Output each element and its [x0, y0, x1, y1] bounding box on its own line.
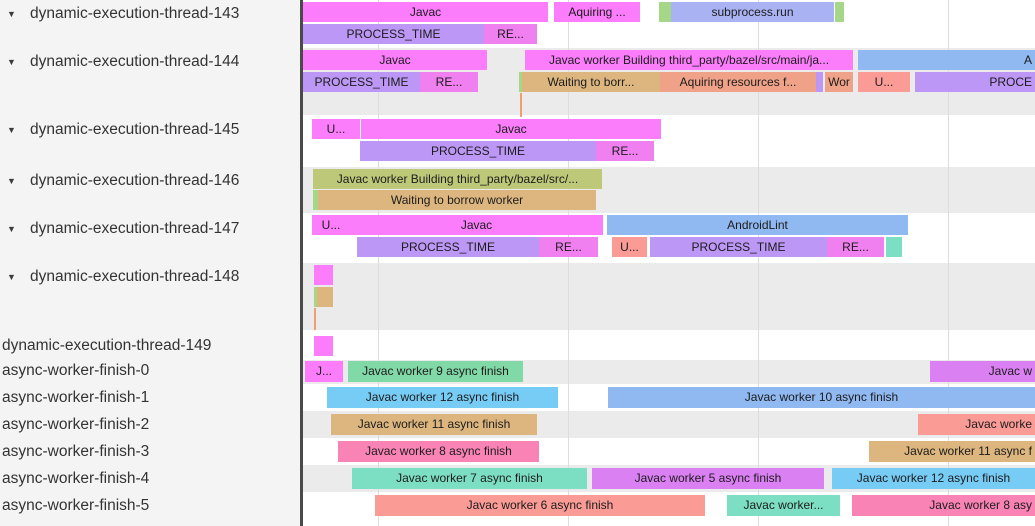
trace-slice[interactable]: PROCE — [915, 72, 1035, 92]
sidebar-track-row[interactable]: ▼ dynamic-execution-thread-144 — [0, 51, 300, 73]
trace-slice[interactable]: Aquiring ... — [554, 2, 640, 22]
trace-slice[interactable]: Javac worke — [918, 414, 1035, 435]
expand-collapse-triangle-icon[interactable]: ▼ — [7, 272, 16, 282]
trace-slice[interactable]: Javac worker 6 async finish — [375, 495, 705, 516]
expand-collapse-triangle-icon[interactable]: ▼ — [7, 57, 16, 67]
track-name-label: dynamic-execution-thread-144 — [30, 53, 240, 70]
trace-slice[interactable]: Javac — [303, 2, 548, 22]
trace-slice[interactable]: RE... — [827, 237, 884, 257]
trace-slice[interactable]: PROCESS_TIME — [303, 24, 484, 44]
sidebar-track-row[interactable]: ▼ dynamic-execution-thread-147 — [0, 218, 300, 240]
row-background-band — [302, 519, 1035, 526]
sidebar-track-row[interactable]: async-worker-finish-1 — [0, 387, 300, 409]
trace-slice[interactable]: U... — [612, 237, 647, 257]
sidebar-track-row[interactable]: dynamic-execution-thread-149 — [0, 335, 300, 357]
track-name-label: dynamic-execution-thread-147 — [30, 220, 240, 237]
trace-slice[interactable]: Javac — [350, 215, 603, 235]
sidebar-track-row[interactable]: ▼ dynamic-execution-thread-146 — [0, 170, 300, 192]
trace-slice[interactable]: PROCESS_TIME — [650, 237, 827, 257]
trace-slice[interactable] — [314, 265, 333, 285]
trace-slice[interactable]: RE... — [539, 237, 598, 257]
trace-slice[interactable]: PROCESS_TIME — [303, 72, 420, 92]
track-name-label: async-worker-finish-0 — [2, 362, 150, 379]
trace-slice[interactable]: Javac worker 8 async finish — [338, 441, 539, 462]
track-name-label: dynamic-execution-thread-146 — [30, 172, 240, 189]
track-name-label: dynamic-execution-thread-145 — [30, 121, 240, 138]
trace-slice[interactable]: Javac worker 10 async finish — [608, 387, 1035, 408]
sidebar-track-row[interactable]: async-worker-finish-3 — [0, 441, 300, 463]
trace-slice[interactable]: PROCESS_TIME — [360, 141, 596, 161]
trace-slice[interactable]: Javac worker 11 async f — [869, 441, 1035, 462]
time-gridline — [758, 0, 759, 526]
track-name-label: dynamic-execution-thread-143 — [30, 5, 240, 22]
sidebar-track-row[interactable]: ▼ dynamic-execution-thread-148 — [0, 266, 300, 288]
trace-slice[interactable]: Javac worker 5 async finish — [592, 468, 824, 489]
sidebar-track-row[interactable]: async-worker-finish-5 — [0, 495, 300, 517]
sidebar-track-row[interactable]: ▼ dynamic-execution-thread-145 — [0, 119, 300, 141]
trace-slice[interactable]: Javac — [361, 119, 661, 139]
row-background-band — [302, 330, 1035, 360]
trace-slice[interactable]: U... — [312, 119, 360, 139]
track-name-label: async-worker-finish-3 — [2, 443, 150, 460]
trace-slice[interactable] — [816, 72, 823, 92]
track-name-label: async-worker-finish-2 — [2, 416, 150, 433]
expand-collapse-triangle-icon[interactable]: ▼ — [7, 224, 16, 234]
trace-slice[interactable]: PROCESS_TIME — [357, 237, 539, 257]
row-background-band — [302, 263, 1035, 330]
track-name-label: dynamic-execution-thread-148 — [30, 268, 240, 285]
trace-slice[interactable] — [313, 190, 318, 210]
trace-slice[interactable]: U... — [858, 72, 910, 92]
trace-slice[interactable] — [314, 336, 333, 356]
trace-slice[interactable]: Javac worker 12 async finish — [327, 387, 558, 408]
trace-slice[interactable]: Waiting to borrow worker — [318, 190, 596, 210]
trace-slice[interactable]: A — [858, 50, 1035, 70]
trace-slice[interactable]: Wor — [825, 72, 853, 92]
track-name-sidebar: ▼ dynamic-execution-thread-143 ▼ dynamic-ex… — [0, 0, 303, 526]
sidebar-track-row[interactable]: async-worker-finish-2 — [0, 414, 300, 436]
trace-slice[interactable] — [835, 2, 844, 22]
trace-slice[interactable]: Javac worker 12 async finish — [832, 468, 1035, 489]
trace-slice[interactable]: Aquiring resources f... — [660, 72, 816, 92]
track-name-label: async-worker-finish-5 — [2, 497, 150, 514]
trace-slice[interactable] — [659, 2, 671, 22]
trace-slice[interactable]: U... — [312, 215, 350, 235]
time-gridline — [948, 0, 949, 526]
trace-slice[interactable]: Javac worker Building third_party/bazel/… — [313, 169, 602, 189]
track-name-label: async-worker-finish-4 — [2, 470, 150, 487]
trace-slice[interactable] — [314, 287, 317, 307]
sidebar-track-row[interactable]: ▼ dynamic-execution-thread-143 — [0, 3, 300, 25]
time-gridline — [568, 0, 569, 526]
expand-collapse-triangle-icon[interactable]: ▼ — [7, 125, 16, 135]
trace-slice[interactable]: Waiting to borr... — [522, 72, 660, 92]
trace-slice[interactable]: J... — [305, 361, 343, 382]
track-name-label: dynamic-execution-thread-149 — [2, 337, 212, 354]
trace-slice[interactable] — [317, 287, 333, 307]
trace-slice[interactable]: RE... — [484, 24, 537, 44]
trace-slice[interactable]: AndroidLint — [607, 215, 908, 235]
trace-slice[interactable] — [520, 93, 522, 117]
trace-slice[interactable]: Javac worker 11 async finish — [331, 414, 537, 435]
trace-slice[interactable]: Javac worker Building third_party/bazel/… — [525, 50, 853, 70]
trace-slice[interactable]: Javac worker 9 async finish — [348, 361, 523, 382]
trace-slice[interactable]: Javac worker 7 async finish — [352, 468, 587, 489]
sidebar-track-row[interactable]: async-worker-finish-4 — [0, 468, 300, 490]
trace-slice[interactable] — [314, 308, 316, 330]
expand-collapse-triangle-icon[interactable]: ▼ — [7, 9, 16, 19]
trace-slice[interactable]: subprocess.run — [671, 2, 834, 22]
trace-slice[interactable]: RE... — [420, 72, 478, 92]
trace-slice[interactable]: RE... — [596, 141, 654, 161]
trace-slice[interactable]: Javac — [303, 50, 487, 70]
trace-slice[interactable]: Javac worker 8 asy — [852, 495, 1035, 516]
track-name-label: async-worker-finish-1 — [2, 389, 150, 406]
sidebar-track-row[interactable]: async-worker-finish-0 — [0, 360, 300, 382]
expand-collapse-triangle-icon[interactable]: ▼ — [7, 176, 16, 186]
trace-slice[interactable]: Javac worker... — [727, 495, 840, 516]
trace-slice[interactable] — [519, 72, 522, 92]
time-gridline — [378, 0, 379, 526]
trace-slice[interactable]: Javac w — [930, 361, 1035, 382]
trace-slice[interactable] — [886, 237, 902, 257]
